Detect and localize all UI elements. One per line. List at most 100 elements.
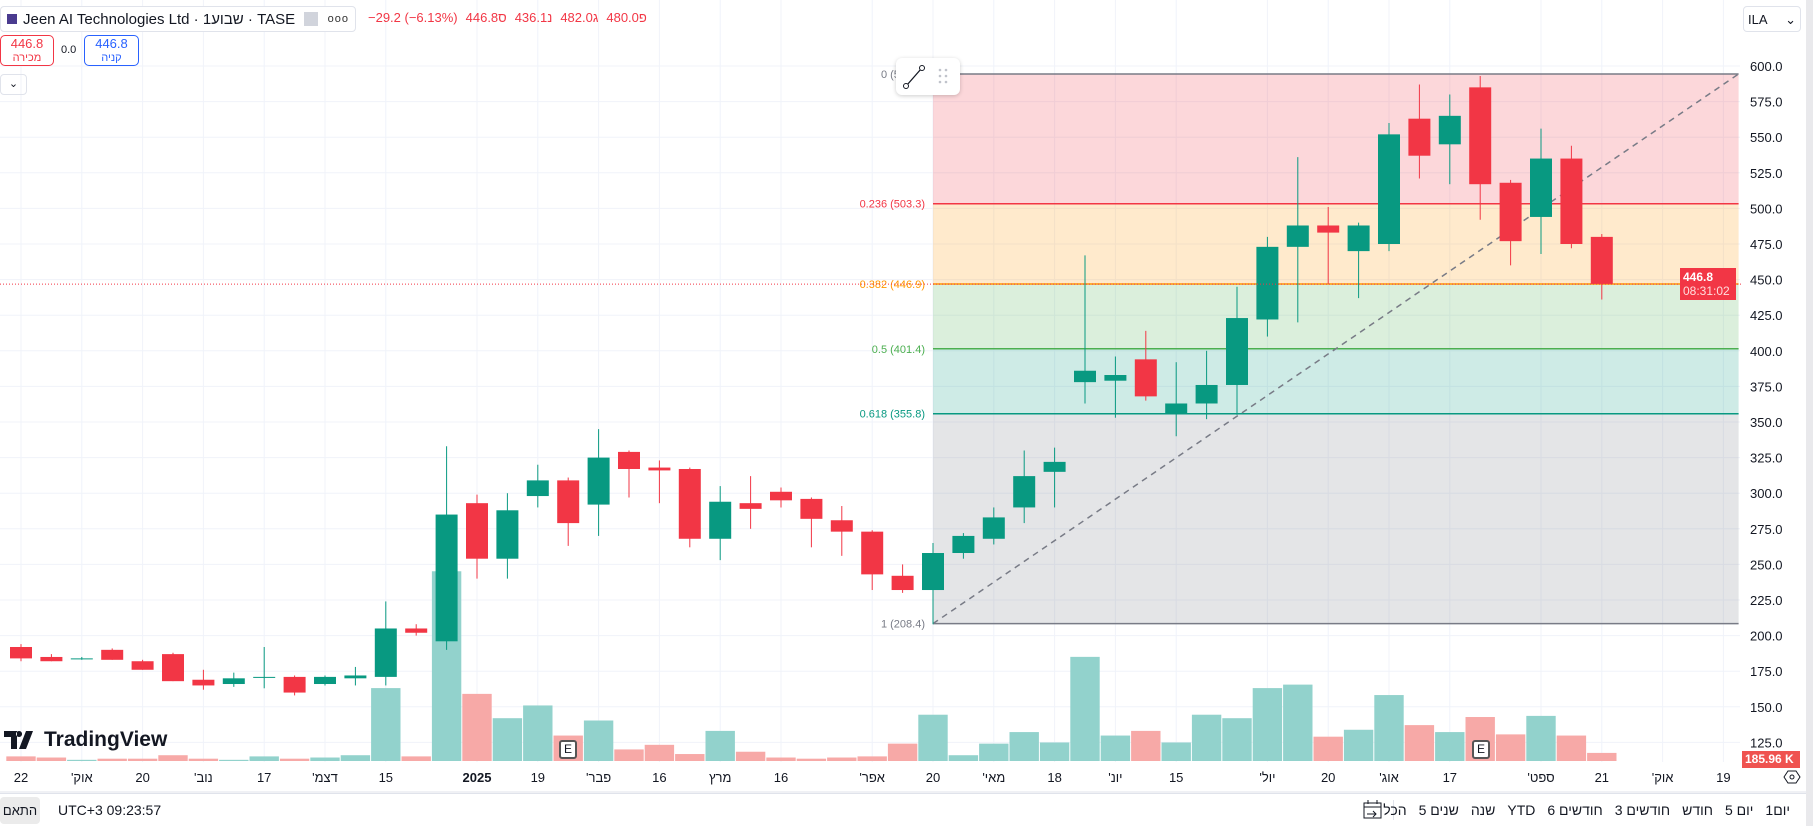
candle-body — [40, 656, 63, 662]
volume-bar — [1222, 718, 1252, 761]
x-tick-label: 'אפר — [859, 770, 885, 785]
candle-body — [1195, 384, 1218, 404]
candle — [1013, 450, 1036, 524]
collapse-chevron-button[interactable]: ⌄ — [0, 74, 27, 95]
volume-bar — [735, 751, 766, 761]
candle-body — [1499, 182, 1522, 242]
y-tick-label: 275.0 — [1750, 522, 1783, 537]
candle — [891, 564, 914, 593]
chevron-down-icon: ⌄ — [1785, 12, 1796, 27]
volume-bar — [1100, 735, 1131, 761]
volume-bar — [644, 744, 675, 761]
dots-icon[interactable]: ooo — [327, 13, 349, 25]
volume-bar — [1526, 715, 1556, 761]
x-tick-label: 'אוג — [1379, 770, 1399, 785]
x-tick-label: 'פבר — [586, 770, 611, 785]
candle-body — [1438, 115, 1461, 145]
candle — [222, 672, 245, 687]
volume-bar — [705, 730, 735, 761]
x-tick-label: 15 — [379, 770, 393, 785]
range-6m[interactable]: 6 חודשים — [1547, 802, 1603, 818]
x-tick-label: 21 — [1595, 770, 1609, 785]
candle — [557, 477, 580, 546]
candle-body — [891, 575, 914, 591]
candle-body — [162, 654, 184, 682]
candle — [952, 533, 975, 559]
candle-body — [1165, 403, 1188, 414]
timezone-clock[interactable]: UTC+3 09:23:57 — [58, 802, 162, 818]
x-tick-label: 2025 — [463, 770, 492, 785]
y-tick-label: 550.0 — [1750, 130, 1783, 145]
fib-zone — [933, 348, 1739, 414]
drawing-floating-toolbar[interactable] — [896, 58, 960, 95]
candle — [1378, 122, 1400, 252]
candle — [253, 646, 276, 689]
y-tick-label: 600.0 — [1750, 59, 1783, 74]
volume-bar — [1252, 688, 1283, 761]
window-edge — [1806, 0, 1813, 826]
range-all[interactable]: הכל — [1383, 802, 1407, 818]
candle-body — [192, 679, 215, 686]
range-1y[interactable]: שנה — [1470, 802, 1496, 818]
earnings-marker[interactable]: E — [1472, 740, 1490, 759]
candle — [283, 675, 306, 696]
buy-button[interactable]: 446.8 קניה — [84, 35, 139, 66]
trend-line-icon[interactable] — [903, 65, 925, 89]
range-1m[interactable]: חודש — [1682, 802, 1713, 818]
candle-body — [1530, 158, 1552, 217]
candle — [496, 493, 519, 579]
symbol-title: Jeen AI Technologies Ltd · 1שבוע · TASE — [23, 10, 296, 28]
fit-button[interactable]: התאם — [0, 797, 40, 824]
earnings-marker[interactable]: E — [559, 740, 577, 759]
drag-handle-icon[interactable] — [938, 68, 948, 84]
candle — [40, 654, 63, 662]
x-tick-label: 15 — [1169, 770, 1183, 785]
candle — [344, 666, 367, 686]
x-tick-label: 20 — [926, 770, 940, 785]
candle — [618, 450, 640, 498]
candle-body — [1560, 158, 1583, 244]
fib-level-label: 0.618 (355.8) — [860, 409, 925, 421]
currency-dropdown[interactable]: ILA ⌄ — [1743, 6, 1801, 32]
y-tick-label: 225.0 — [1750, 593, 1783, 608]
calendar-goto-icon[interactable] — [1362, 799, 1384, 821]
y-tick-label: 350.0 — [1750, 415, 1783, 430]
volume-bar — [1131, 730, 1161, 761]
candle — [1560, 145, 1583, 249]
range-ytd[interactable]: YTD — [1507, 802, 1536, 818]
range-5y[interactable]: 5 שנים — [1418, 802, 1459, 818]
candle-body — [1590, 236, 1613, 284]
range-5d[interactable]: 5 יום — [1724, 802, 1754, 818]
candle — [1530, 128, 1552, 254]
flag-icon[interactable] — [303, 12, 318, 26]
candle-body — [131, 661, 154, 670]
volume-bar — [188, 758, 219, 761]
sell-button[interactable]: 446.8 מכירה — [0, 35, 54, 66]
candle-body — [1256, 246, 1279, 320]
candle — [162, 652, 184, 682]
symbol-legend[interactable]: Jeen AI Technologies Ltd · 1שבוע · TASE … — [0, 6, 356, 32]
candle — [1134, 330, 1157, 401]
x-tick-label: 17 — [257, 770, 271, 785]
volume-bar — [827, 757, 857, 761]
range-buttons: הכל 5 שנים שנה YTD 6 חודשים 3 חודשים חוד… — [1383, 802, 1790, 818]
range-1d[interactable]: יום1 — [1765, 802, 1790, 818]
x-tick-label: 'נוב — [194, 770, 213, 785]
range-3m[interactable]: 3 חודשים — [1614, 802, 1671, 818]
y-tick-label: 500.0 — [1750, 201, 1783, 216]
candle-body — [374, 628, 397, 677]
x-tick-label: 'מאי — [982, 770, 1005, 785]
volume-bar — [766, 757, 796, 761]
tradingview-watermark[interactable]: TradingView — [4, 728, 167, 752]
candle — [770, 487, 792, 508]
candle-body — [739, 503, 762, 509]
volume-bar — [1283, 684, 1313, 761]
candle-body — [1074, 370, 1096, 383]
volume-bar — [583, 720, 614, 761]
candle — [739, 476, 762, 529]
candle-body — [1286, 225, 1309, 247]
axis-settings-icon[interactable] — [1783, 770, 1801, 784]
ohlc-open: 480.0 פ — [606, 10, 647, 25]
candle-body — [283, 676, 306, 693]
